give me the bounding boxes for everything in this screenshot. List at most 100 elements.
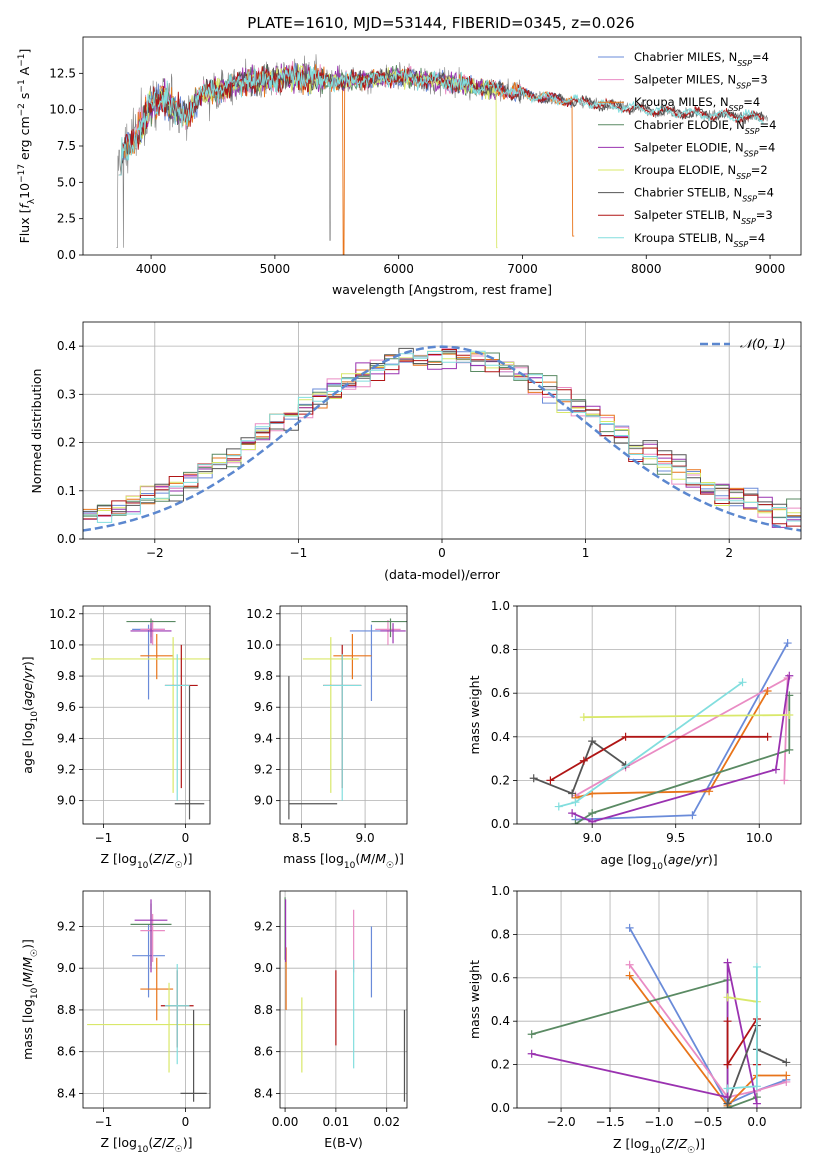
legend-label-normal: 𝒩(0, 1) [740,336,786,351]
y-tick-label: 9.6 [254,700,273,714]
series-marker-salpeter_elodie [752,1099,761,1108]
series-marker-salpeter_elodie [723,958,732,967]
series-marker-salpeter_miles [625,960,634,969]
y-tick-label: 0.0 [491,817,510,831]
x-tick-label: 0 [182,1115,190,1129]
plot-area [527,923,791,1108]
x-tick-label: 9.5 [666,831,685,845]
y-axis-label: Flux [fλ10−17 erg cm−2 s−1 A−1] [17,49,37,244]
axes-frame [516,605,802,825]
series-marker-chabrier_elodie [571,820,580,824]
series-marker-kroupa_miles [763,687,772,696]
legend-label-kroupa_elodie: Kroupa ELODIE, NSSP=2 [634,163,768,181]
series-marker-chabrier_miles [783,639,792,648]
y-axis-label: Normed distribution [29,369,44,494]
x-tick-label: 5000 [260,262,291,276]
series-marker-chabrier_stelib [588,737,597,746]
series-marker-kroupa_stelib [571,798,580,807]
series-marker-chabrier_stelib [529,774,538,783]
series-line-chabrier_elodie [531,978,758,1108]
series-line-kroupa_elodie [583,714,790,719]
y-tick-label: 8.8 [254,1003,273,1017]
histogram-kroupa_stelib [83,350,801,539]
y-tick-label: 0.1 [57,484,76,498]
x-axis-label: (data-model)/error [384,567,501,582]
series-marker-salpeter_elodie [771,765,780,774]
plot-area [288,618,407,820]
y-tick-label: 9.4 [254,731,273,745]
x-axis-label: Z [log10(Z/Z☉)] [100,851,192,871]
y-tick-label: 9.2 [254,919,273,933]
x-axis-label: age [log10(age/yr)] [600,852,717,872]
x-tick-label: 0 [438,546,446,560]
y-tick-label: 0.0 [57,532,76,546]
y-tick-label: 0.2 [491,1058,510,1072]
legend-label-salpeter_elodie: Salpeter ELODIE, NSSP=4 [634,140,775,158]
plot-area [87,899,210,1102]
y-tick-label: 10.0 [49,103,76,117]
x-axis-label: Z [log10(Z/Z☉)] [100,1135,192,1155]
series-line-kroupa_elodie [727,996,758,1003]
series-marker-chabrier_miles [688,811,697,820]
y-tick-label: 8.4 [57,1086,76,1100]
x-tick-label: 0.02 [373,1115,400,1129]
histogram-salpeter_elodie [83,355,801,539]
y-tick-label: 10.0 [246,638,273,652]
model-spectrum-kroupa_elodie [138,64,498,249]
panel-age_vs_metallicity: −1 0 9.0 9.2 9.4 9.6 9.8 10.0 10.2 Z [log10(Z/Z☉)… [20,605,211,871]
panel-mass_vs_ebv: 0.00 0.01 0.02 8.4 8.6 8.8 9.0 9.2 [254,890,408,1129]
series-marker-chabrier_stelib [782,1058,791,1067]
normal-distribution-curve [83,345,801,532]
y-tick-label: 9.0 [254,794,273,808]
y-tick-label: 0.4 [491,730,510,744]
x-tick-label: −0.5 [693,1115,722,1129]
y-tick-label: 0.4 [491,1014,510,1028]
y-tick-label: 10.0 [49,638,76,652]
x-tick-label: −1.5 [595,1115,624,1129]
series-marker-salpeter_stelib [579,756,588,765]
legend-label-kroupa_stelib: Kroupa STELIB, NSSP=4 [634,231,765,249]
series-marker-kroupa_elodie [723,993,732,1002]
series-marker-salpeter_elodie [568,809,577,818]
legend-label-chabrier_stelib: Chabrier STELIB, NSSP=4 [634,186,774,204]
series-marker-salpeter_miles [780,776,789,785]
series-line-salpeter_miles [575,676,789,797]
y-tick-label: 1.0 [491,884,510,898]
series-marker-chabrier_miles [625,923,634,932]
y-tick-label: 2.5 [57,212,76,226]
series-line-salpeter_miles [628,964,787,1099]
axes-frame [279,605,408,825]
y-tick-label: 9.0 [254,961,273,975]
y-tick-label: 0.6 [491,686,510,700]
y-axis-label: age [log10(age/yr)] [20,656,40,773]
series-line-salpeter_stelib [726,1015,758,1068]
plot-area [529,639,794,824]
x-axis-label: wavelength [Angstrom, rest frame] [332,282,552,297]
legend-label-salpeter_miles: Salpeter MILES, NSSP=3 [634,73,768,91]
x-tick-label: 0.0 [747,1115,766,1129]
y-tick-label: 8.4 [254,1086,273,1100]
x-axis-label: E(B-V) [324,1135,363,1150]
y-tick-label: 0.8 [491,927,510,941]
series-marker-salpeter_miles [783,673,792,682]
series-marker-chabrier_elodie [588,809,597,818]
y-tick-label: 8.8 [57,1003,76,1017]
x-tick-label: 10.0 [746,831,773,845]
series-marker-kroupa_stelib [723,1084,732,1093]
plot-area [116,54,768,255]
x-tick-label: 2 [725,546,733,560]
x-tick-label: −2 [146,546,164,560]
series-marker-kroupa_stelib [752,962,761,971]
axes-frame [82,890,211,1109]
series-marker-salpeter_elodie [588,817,597,824]
series-marker-salpeter_stelib [621,732,630,741]
y-tick-label: 9.2 [254,763,273,777]
x-tick-label: 8.5 [292,831,311,845]
x-tick-label: 9000 [755,262,786,276]
panel-spectrum: 4000 5000 6000 7000 8000 9000 0.0 2.5 5.0 7.5 10.0… [17,36,802,297]
x-tick-label: 0 [182,831,190,845]
series-marker-kroupa_stelib [752,1082,761,1091]
x-tick-label: −1 [290,546,308,560]
model-spectrum-kroupa_stelib [118,66,764,176]
